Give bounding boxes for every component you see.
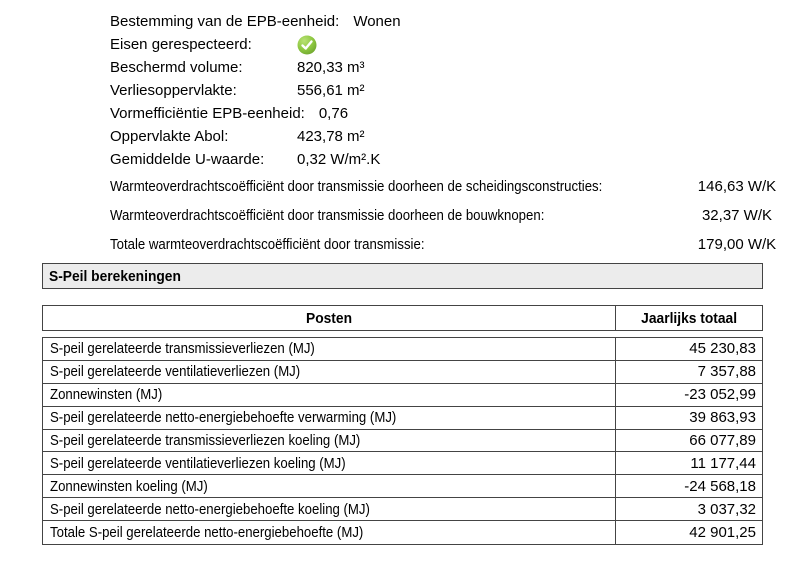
row-post: S-peil gerelateerde netto-energiebehoeft… xyxy=(50,500,370,518)
vormefficientie-label: Vormefficiëntie EPB-eenheid: xyxy=(110,105,305,122)
table-row: S-peil gerelateerde ventilatieverliezen … xyxy=(43,360,762,384)
row-post: Zonnewinsten koeling (MJ) xyxy=(50,477,208,495)
section-header-s-peil: S-Peil berekeningen xyxy=(42,263,763,289)
row-post: S-peil gerelateerde ventilatieverliezen … xyxy=(50,454,346,472)
info-row-volume: Beschermd volume: 820,33 m³ xyxy=(110,56,401,79)
column-header-jaarlijks-totaal-label: Jaarlijks totaal xyxy=(641,309,737,327)
table-row-total: Totale S-peil gerelateerde netto-energie… xyxy=(43,521,762,545)
column-header-jaarlijks-totaal: Jaarlijks totaal xyxy=(616,306,762,330)
coef-totale-transmissie-value: 179,00 W/K xyxy=(697,236,777,253)
row-total: 42 901,25 xyxy=(689,524,756,542)
row-total: 11 177,44 xyxy=(690,454,756,472)
table-row: S-peil gerelateerde transmissieverliezen… xyxy=(43,429,762,453)
row-total: -23 052,99 xyxy=(684,386,756,404)
coef-bouwknopen-label: Warmteoverdrachtscoëfficiënt door transm… xyxy=(110,207,545,224)
column-header-posten-label: Posten xyxy=(305,309,352,327)
row-total: 39 863,93 xyxy=(689,409,756,427)
vormefficientie-value: 0,76 xyxy=(318,105,349,122)
row-post: S-peil gerelateerde netto-energiebehoeft… xyxy=(50,409,397,427)
row-total: 7 357,88 xyxy=(697,363,756,381)
row-total: 3 037,32 xyxy=(697,500,756,518)
bestemming-label: Bestemming van de EPB-eenheid: xyxy=(110,13,340,30)
verliesoppervlakte-label: Verliesoppervlakte: xyxy=(110,82,237,99)
info-row-oppervlakte-abol: Oppervlakte Abol: 423,78 m² xyxy=(110,125,401,148)
epb-unit-summary: Bestemming van de EPB-eenheid: Wonen Eis… xyxy=(110,10,401,171)
volume-value: 820,33 m³ xyxy=(297,59,365,76)
eisen-label: Eisen gerespecteerd: xyxy=(110,36,252,53)
coef-row-bouwknopen: Warmteoverdrachtscoëfficiënt door transm… xyxy=(110,201,797,230)
s-peil-table-header: Posten Jaarlijks totaal xyxy=(42,305,763,331)
row-post: S-peil gerelateerde ventilatieverliezen … xyxy=(50,363,301,381)
table-row: S-peil gerelateerde ventilatieverliezen … xyxy=(43,452,762,476)
table-row: S-peil gerelateerde netto-energiebehoeft… xyxy=(43,406,762,430)
bestemming-value: Wonen xyxy=(353,13,401,30)
info-row-verliesoppervlakte: Verliesoppervlakte: 556,61 m² xyxy=(110,79,401,102)
row-post: Zonnewinsten (MJ) xyxy=(50,386,163,404)
info-row-u-waarde: Gemiddelde U-waarde: 0,32 W/m².K xyxy=(110,148,401,171)
volume-label: Beschermd volume: xyxy=(110,59,243,76)
table-row: Zonnewinsten koeling (MJ) -24 568,18 xyxy=(43,475,762,499)
oppervlakte-abol-value: 423,78 m² xyxy=(297,128,365,145)
column-header-posten: Posten xyxy=(43,306,616,330)
coef-row-scheidingsconstructies: Warmteoverdrachtscoëfficiënt door transm… xyxy=(110,172,797,201)
verliesoppervlakte-value: 556,61 m² xyxy=(297,82,365,99)
check-circle-icon xyxy=(297,35,317,55)
table-row: Zonnewinsten (MJ) -23 052,99 xyxy=(43,383,762,407)
row-post: S-peil gerelateerde transmissieverliezen… xyxy=(50,432,361,449)
row-total: 45 230,83 xyxy=(689,340,756,358)
row-total: 66 077,89 xyxy=(689,432,756,449)
info-row-vormefficientie: Vormefficiëntie EPB-eenheid: 0,76 xyxy=(110,102,401,125)
coef-row-totale-transmissie: Totale warmteoverdrachtscoëfficiënt door… xyxy=(110,230,797,259)
table-row: S-peil gerelateerde netto-energiebehoeft… xyxy=(43,498,762,522)
table-row: S-peil gerelateerde transmissieverliezen… xyxy=(43,338,762,361)
row-post: Totale S-peil gerelateerde netto-energie… xyxy=(50,524,364,542)
s-peil-table: S-peil gerelateerde transmissieverliezen… xyxy=(42,337,763,546)
coef-totale-transmissie-label: Totale warmteoverdrachtscoëfficiënt door… xyxy=(110,236,425,253)
info-row-bestemming: Bestemming van de EPB-eenheid: Wonen xyxy=(110,10,401,33)
coef-scheidingsconstructies-value: 146,63 W/K xyxy=(697,178,777,195)
coef-bouwknopen-value: 32,37 W/K xyxy=(701,207,773,224)
section-title: S-Peil berekeningen xyxy=(49,267,181,285)
info-row-eisen: Eisen gerespecteerd: xyxy=(110,33,401,56)
transmission-coefficients: Warmteoverdrachtscoëfficiënt door transm… xyxy=(110,172,797,259)
coef-scheidingsconstructies-label: Warmteoverdrachtscoëfficiënt door transm… xyxy=(110,178,603,195)
row-total: -24 568,18 xyxy=(684,477,756,495)
oppervlakte-abol-label: Oppervlakte Abol: xyxy=(110,128,229,145)
row-post: S-peil gerelateerde transmissieverliezen… xyxy=(50,340,315,358)
u-waarde-value: 0,32 W/m².K xyxy=(297,151,381,168)
u-waarde-label: Gemiddelde U-waarde: xyxy=(110,151,265,168)
